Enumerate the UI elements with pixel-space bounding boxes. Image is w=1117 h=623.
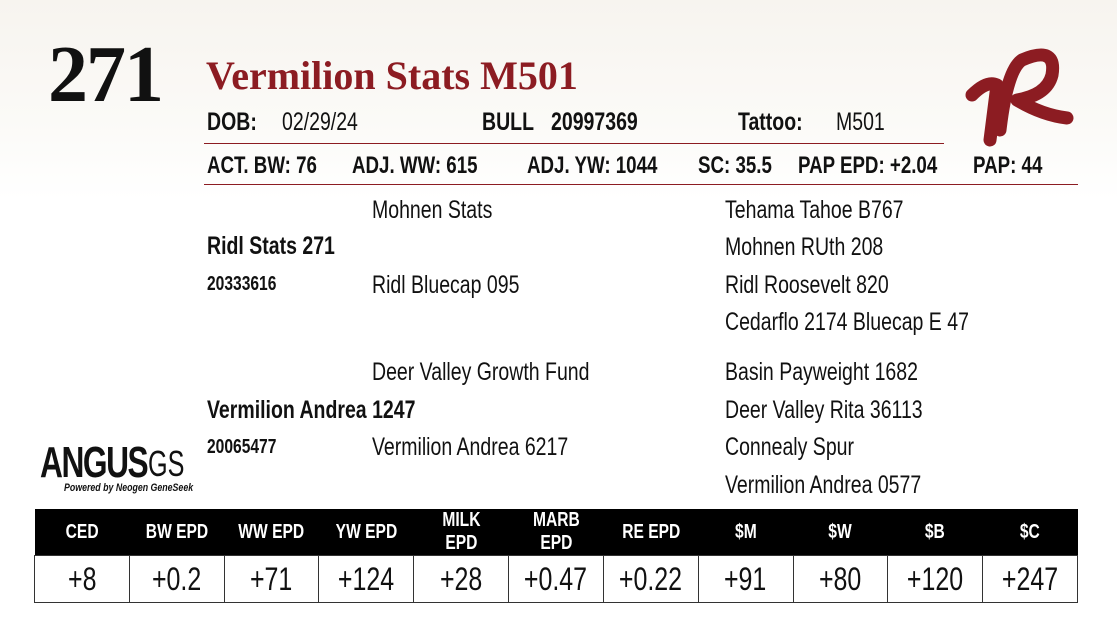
sire-reg: 20333616: [207, 273, 277, 295]
grandparent: Basin Payweight 1682: [725, 358, 918, 386]
epd-header: BW EPD: [129, 509, 225, 556]
tattoo-value: M501: [836, 108, 885, 136]
grandparent: Vermilion Andrea 0577: [725, 471, 922, 499]
grandparent: Tehama Tahoe B767: [725, 196, 904, 224]
epd-value: +247: [982, 555, 1078, 603]
dam-name: Vermilion Andrea 1247: [207, 396, 416, 424]
sex: BULL: [482, 108, 534, 136]
epd-value: +0.22: [602, 555, 699, 603]
tattoo-label: Tattoo:: [738, 108, 803, 136]
lot-number: 271: [48, 31, 164, 119]
epd-value: +8: [34, 555, 130, 603]
divider: [204, 184, 1078, 185]
epd-value: +28: [413, 555, 510, 603]
epd-value: +120: [887, 555, 984, 603]
dam-reg: 20065477: [207, 436, 277, 458]
sire-name: Ridl Stats 271: [207, 232, 335, 260]
epd-header: CED: [34, 509, 130, 556]
sire-sire: Mohnen Stats: [372, 196, 493, 224]
stat-act-bw: ACT. BW: 76: [207, 152, 317, 179]
angus-gs-logo: ANGUS GS Powered by Neogen GeneSeek: [40, 438, 194, 494]
dob-value: 02/29/24: [282, 108, 358, 136]
dob-label: DOB:: [207, 108, 257, 136]
registration-number: 20997369: [551, 108, 638, 136]
epd-header: $W: [793, 509, 888, 556]
stat-adj-ww: ADJ. WW: 615: [352, 152, 478, 179]
epd-value: +91: [697, 555, 794, 603]
epd-header: MILK EPD: [413, 509, 509, 556]
grandparent: Deer Valley Rita 36113: [725, 396, 923, 424]
grandparent: Connealy Spur: [725, 433, 855, 461]
vr-ranch-logo: [965, 48, 1074, 147]
grandparent: Ridl Roosevelt 820: [725, 271, 889, 299]
animal-name: Vermilion Stats M501: [206, 53, 578, 98]
epd-header: WW EPD: [224, 509, 319, 556]
grandparent: Mohnen RUth 208: [725, 233, 884, 261]
dam-dam: Vermilion Andrea 6217: [372, 433, 569, 461]
epd-header: $B: [887, 509, 983, 556]
epd-value: +0.47: [508, 555, 604, 603]
stat-pap: PAP: 44: [973, 152, 1043, 179]
epd-header: MARB EPD: [508, 509, 604, 556]
epd-header: $C: [982, 509, 1078, 556]
stat-pap-epd: PAP EPD: +2.04: [798, 152, 938, 179]
sire-dam: Ridl Bluecap 095: [372, 271, 520, 299]
stat-sc: SC: 35.5: [698, 152, 772, 179]
grandparent: Cedarflo 2174 Bluecap E 47: [725, 308, 969, 336]
epd-header: YW EPD: [318, 509, 414, 556]
epd-value: +0.2: [128, 555, 225, 603]
epd-table: CED BW EPD WW EPD YW EPD MILK EPD MARB EPD RE …: [34, 509, 1078, 603]
stat-adj-yw: ADJ. YW: 1044: [527, 152, 658, 179]
epd-header: $M: [698, 509, 793, 556]
divider: [204, 143, 944, 144]
epd-value: +80: [792, 555, 889, 603]
epd-header: RE EPD: [603, 509, 699, 556]
epd-value: +71: [223, 555, 320, 603]
epd-value: +124: [318, 555, 415, 603]
dam-sire: Deer Valley Growth Fund: [372, 358, 590, 386]
